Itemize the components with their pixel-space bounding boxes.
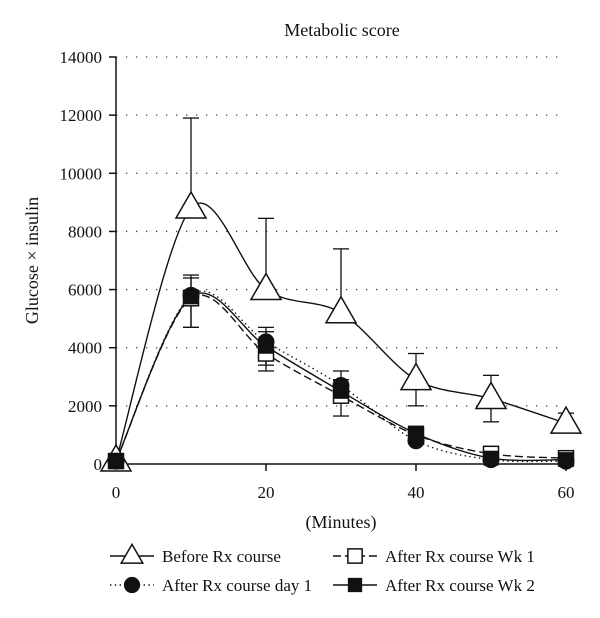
x-tick-label: 0 bbox=[112, 483, 121, 502]
marker-triangle bbox=[119, 542, 145, 564]
x-tick-label: 40 bbox=[408, 483, 425, 502]
y-tick-label: 4000 bbox=[68, 339, 102, 358]
y-tick-label: 10000 bbox=[60, 164, 103, 183]
marker-triangle bbox=[174, 190, 208, 219]
legend-label: After Rx course day 1 bbox=[162, 576, 312, 595]
marker-open-square bbox=[347, 548, 363, 564]
x-tick-label: 20 bbox=[258, 483, 275, 502]
marker-triangle bbox=[549, 405, 583, 434]
marker-filled-square bbox=[408, 425, 424, 441]
y-tick-label: 8000 bbox=[68, 222, 102, 241]
gridlines bbox=[116, 56, 566, 407]
plot-area bbox=[99, 117, 583, 472]
series-line-1 bbox=[115, 202, 567, 462]
marker-triangle bbox=[399, 362, 433, 391]
y-tick-label: 0 bbox=[94, 455, 103, 474]
marker-filled-square bbox=[333, 383, 349, 399]
marker-triangle bbox=[324, 295, 358, 324]
marker-circle bbox=[123, 576, 141, 594]
marker-filled-square bbox=[347, 577, 363, 593]
marker-filled-square bbox=[108, 453, 124, 469]
y-tick-label: 14000 bbox=[60, 48, 103, 67]
marker-filled-square bbox=[183, 289, 199, 305]
y-tick-label: 2000 bbox=[68, 397, 102, 416]
y-axis-label: Glucose × insulin bbox=[22, 197, 42, 324]
legend-item-2: After Rx course day 1 bbox=[110, 576, 312, 595]
legend: Before Rx course After Rx course Wk 1 Afte… bbox=[110, 542, 535, 595]
legend-item-4: After Rx course Wk 2 bbox=[333, 576, 535, 595]
x-axis-label: (Minutes) bbox=[306, 512, 377, 533]
legend-label: After Rx course Wk 1 bbox=[385, 547, 535, 566]
y-tick-label: 6000 bbox=[68, 281, 102, 300]
marker-filled-square bbox=[483, 450, 499, 466]
chart-title: Metabolic score bbox=[284, 20, 399, 40]
legend-label: After Rx course Wk 2 bbox=[385, 576, 535, 595]
marker-filled-square bbox=[258, 338, 274, 354]
marker-filled-square bbox=[558, 452, 574, 468]
marker-triangle bbox=[474, 380, 508, 410]
legend-label: Before Rx course bbox=[162, 547, 281, 566]
axes: 0 2000 4000 6000 8000 10000 12000 14000 0 20 40 60 bbox=[60, 48, 575, 502]
marker-triangle bbox=[249, 271, 283, 301]
x-tick-label: 60 bbox=[558, 483, 575, 502]
y-tick-label: 12000 bbox=[60, 106, 103, 125]
legend-item-3: After Rx course Wk 1 bbox=[333, 547, 535, 566]
legend-item-1: Before Rx course bbox=[110, 542, 281, 566]
